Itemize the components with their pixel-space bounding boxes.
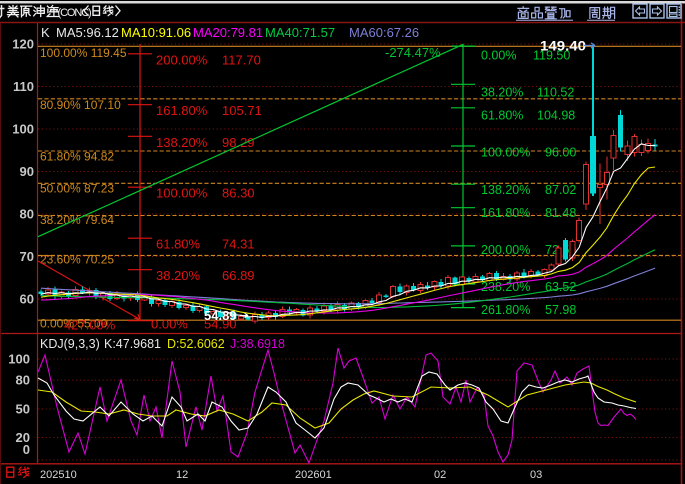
svg-text:70: 70 <box>20 249 34 264</box>
svg-text:61.80%: 61.80% <box>481 109 523 123</box>
svg-text:149.40: 149.40 <box>540 38 586 54</box>
svg-text:50.00% 87.23: 50.00% 87.23 <box>40 181 114 195</box>
svg-text:MA40:71.57: MA40:71.57 <box>265 25 335 40</box>
svg-text:120: 120 <box>12 37 34 52</box>
svg-text:61.80%: 61.80% <box>156 237 201 252</box>
svg-text:110.52: 110.52 <box>537 86 574 100</box>
svg-text:03: 03 <box>530 469 542 481</box>
svg-text:MA10:91.06: MA10:91.06 <box>121 25 191 40</box>
svg-text:110: 110 <box>13 79 34 94</box>
svg-text:98.29: 98.29 <box>222 135 255 150</box>
svg-text:D:52.6062: D:52.6062 <box>167 337 225 351</box>
svg-text:0: 0 <box>23 442 30 457</box>
svg-text:202510: 202510 <box>40 469 77 481</box>
svg-text:138.20%: 138.20% <box>481 183 530 197</box>
svg-text:60: 60 <box>20 292 34 307</box>
svg-text:80.90% 107.10: 80.90% 107.10 <box>40 98 121 112</box>
svg-text:61.80% 94.82: 61.80% 94.82 <box>40 150 114 164</box>
svg-text:100.00%: 100.00% <box>481 146 530 160</box>
svg-text:100.00%: 100.00% <box>156 186 208 201</box>
svg-text:96.00: 96.00 <box>545 146 576 160</box>
svg-text:90: 90 <box>20 164 34 179</box>
svg-text:100: 100 <box>8 352 30 367</box>
svg-text:20: 20 <box>16 430 30 445</box>
svg-text:38.20%: 38.20% <box>481 86 523 100</box>
svg-text:117.70: 117.70 <box>222 52 261 67</box>
svg-text:-274.47%: -274.47% <box>385 45 441 60</box>
svg-text:100: 100 <box>12 122 34 137</box>
svg-text:MA20:79.81: MA20:79.81 <box>193 25 263 40</box>
svg-text:0.00%: 0.00% <box>151 317 188 332</box>
svg-text:200.00%: 200.00% <box>481 243 530 257</box>
svg-text:KDJ(9,3,3): KDJ(9,3,3) <box>40 337 100 351</box>
svg-text:161.80%: 161.80% <box>156 103 208 118</box>
svg-text:138.20%: 138.20% <box>156 135 208 150</box>
svg-text:12: 12 <box>176 469 188 481</box>
svg-text:105.71: 105.71 <box>222 103 262 118</box>
svg-text:54.89: 54.89 <box>204 308 237 323</box>
svg-text:J:38.6918: J:38.6918 <box>230 337 285 351</box>
svg-text:86.30: 86.30 <box>222 186 255 201</box>
svg-text:K: K <box>41 25 50 40</box>
svg-text:MA5:96.12: MA5:96.12 <box>56 25 119 40</box>
svg-text:50: 50 <box>16 402 30 417</box>
svg-text:74.31: 74.31 <box>222 237 255 252</box>
svg-text:100.00% 119.45: 100.00% 119.45 <box>40 46 127 60</box>
svg-text:81.48: 81.48 <box>545 206 576 220</box>
svg-text:87.02: 87.02 <box>545 183 576 197</box>
svg-text:K:47.9681: K:47.9681 <box>104 337 161 351</box>
svg-text:66.89: 66.89 <box>222 268 255 283</box>
svg-text:104.98: 104.98 <box>537 109 575 123</box>
svg-text:80: 80 <box>20 207 34 222</box>
svg-text:38.20% 79.64: 38.20% 79.64 <box>40 213 114 227</box>
svg-text:0.00% 55.00: 0.00% 55.00 <box>40 317 108 331</box>
svg-text:161.80%: 161.80% <box>481 206 530 220</box>
svg-text:238.20%: 238.20% <box>481 280 530 294</box>
svg-text:54.90: 54.90 <box>204 317 237 332</box>
svg-text:427.00%: 427.00% <box>64 318 116 333</box>
svg-text:119.50: 119.50 <box>533 49 570 63</box>
svg-text:(CONC): (CONC) <box>58 7 92 19</box>
svg-text:80: 80 <box>16 373 30 388</box>
svg-text:23.60% 70.25: 23.60% 70.25 <box>40 253 114 267</box>
svg-text:202601: 202601 <box>295 469 332 481</box>
svg-text:MA60:67.26: MA60:67.26 <box>349 25 419 40</box>
svg-text:0.00%: 0.00% <box>481 49 516 63</box>
svg-text:02: 02 <box>434 469 446 481</box>
svg-text:200.00%: 200.00% <box>156 52 208 67</box>
svg-text:261.80%: 261.80% <box>481 303 530 317</box>
svg-text:57.98: 57.98 <box>545 303 576 317</box>
svg-text:38.20%: 38.20% <box>156 268 201 283</box>
